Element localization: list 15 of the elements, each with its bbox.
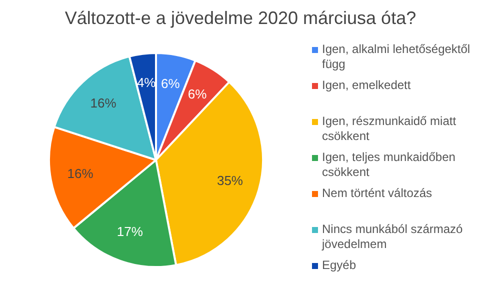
data-label: 4% <box>136 75 156 90</box>
data-label: 17% <box>116 224 144 240</box>
data-label: 6% <box>161 76 180 91</box>
data-label: 35% <box>216 173 244 188</box>
data-label: 16% <box>90 95 117 110</box>
legend-label: Nem történt változás <box>322 186 432 201</box>
legend-label: Igen, részmunkaidő miatt csökkent <box>322 114 458 144</box>
legend-label: Igen, teljes munkaidőben csökkent <box>322 150 456 180</box>
legend-label: Igen, alkalmi lehetőségektől függ <box>322 42 472 72</box>
chart-title: Változott-e a jövedelme 2020 márciusa óta? <box>64 8 418 29</box>
data-label: 16% <box>67 166 94 182</box>
legend-label: Nincs munkából származó jövedelmem <box>322 222 464 252</box>
data-label: 6% <box>188 86 208 102</box>
legend-label: Egyéb <box>322 258 356 273</box>
legend-label: Igen, emelkedett <box>322 78 411 93</box>
